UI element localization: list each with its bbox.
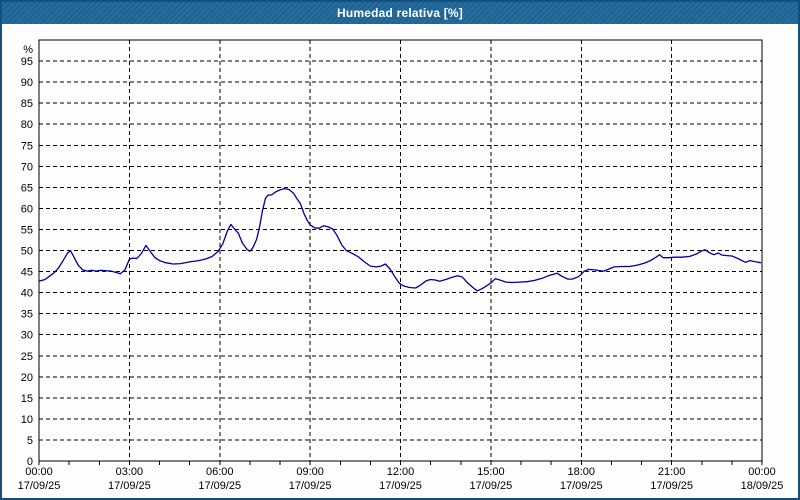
x-tick-time-label: 21:00 [658,466,686,478]
x-tick-date-label: 17/09/25 [379,480,422,492]
y-tick-label: 85 [21,98,33,110]
x-tick-date-label: 17/09/25 [560,480,603,492]
y-axis-unit-label: % [23,44,33,56]
x-tick-date-label: 17/09/25 [18,480,61,492]
y-tick-label: 50 [21,246,33,258]
x-tick-time-label: 15:00 [477,466,505,478]
x-tick-date-label: 18/09/25 [741,480,784,492]
y-tick-label: 20 [21,372,33,384]
y-tick-label: 60 [21,203,33,215]
series-line [38,187,762,292]
y-tick-label: 65 [21,182,33,194]
y-tick-label: 40 [21,288,33,300]
x-tick-time-label: 00:00 [25,466,53,478]
x-tick-time-label: 12:00 [387,466,415,478]
y-tick-label: 5 [27,435,33,447]
y-tick-label: 45 [21,267,33,279]
y-tick-label: 80 [21,119,33,131]
y-tick-label: 70 [21,161,33,173]
x-tick-time-label: 06:00 [206,466,234,478]
y-tick-label: 90 [21,77,33,89]
x-tick-time-label: 00:00 [748,466,776,478]
window-title-bar: Humedad relativa [%] [2,2,798,24]
x-tick-time-label: 03:00 [116,466,144,478]
x-tick-time-label: 09:00 [296,466,324,478]
x-tick-date-label: 17/09/25 [289,480,332,492]
y-tick-label: 25 [21,351,33,363]
y-tick-label: 75 [21,140,33,152]
x-tick-date-label: 17/09/25 [469,480,512,492]
y-tick-label: 30 [21,330,33,342]
y-tick-label: 35 [21,309,33,321]
y-tick-label: 55 [21,224,33,236]
x-tick-time-label: 18:00 [567,466,595,478]
chart-area: 0 5 10 15 20 25 30 35 40 45 50 55 60 65 70 75 80 85 90 95% 0… [2,24,798,498]
humidity-chart: 0 5 10 15 20 25 30 35 40 45 50 55 60 65 70 75 80 85 90 95% 0… [18,39,784,492]
page-title: Humedad relativa [%] [336,6,464,20]
x-tick-date-label: 17/09/25 [650,480,693,492]
x-tick-date-label: 17/09/25 [108,480,151,492]
y-tick-label: 10 [21,414,33,426]
y-tick-label: 15 [21,393,33,405]
x-tick-date-label: 17/09/25 [198,480,241,492]
y-tick-label: 95 [21,56,33,68]
y-tick-label: 0 [27,456,33,468]
